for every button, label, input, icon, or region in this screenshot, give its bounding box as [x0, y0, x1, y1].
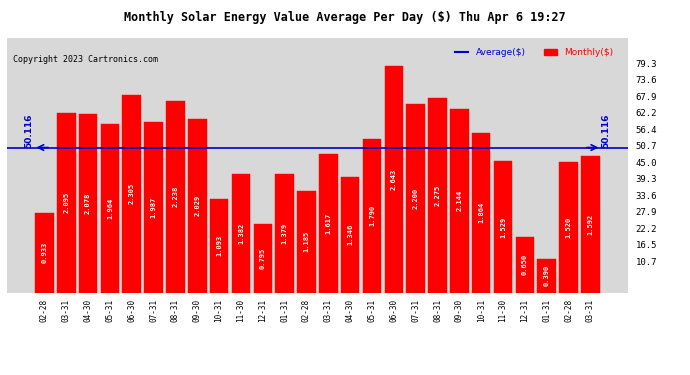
Bar [560, 162, 578, 292]
Text: 1.382: 1.382 [238, 223, 244, 244]
Text: 1.964: 1.964 [107, 198, 113, 219]
Bar [101, 124, 119, 292]
Text: Copyright 2023 Cartronics.com: Copyright 2023 Cartronics.com [13, 56, 158, 64]
Text: 1.520: 1.520 [566, 217, 571, 238]
Text: 1.185: 1.185 [304, 231, 310, 252]
Text: 1.790: 1.790 [369, 205, 375, 226]
Bar [341, 177, 359, 292]
Bar [319, 154, 337, 292]
Text: 2.643: 2.643 [391, 169, 397, 190]
Bar [188, 118, 206, 292]
Text: 1.529: 1.529 [500, 216, 506, 238]
Text: 1.093: 1.093 [216, 235, 222, 256]
Text: 0.390: 0.390 [544, 265, 550, 286]
Bar [384, 66, 403, 292]
Bar [232, 174, 250, 292]
Text: 2.144: 2.144 [456, 190, 462, 211]
Bar [210, 199, 228, 292]
Text: 1.379: 1.379 [282, 223, 288, 244]
Text: 2.305: 2.305 [129, 183, 135, 204]
Bar [144, 122, 163, 292]
Bar [450, 109, 469, 292]
Text: Monthly Solar Energy Value Average Per Day ($) Thu Apr 6 19:27: Monthly Solar Energy Value Average Per D… [124, 11, 566, 24]
Bar [494, 162, 512, 292]
Bar [515, 237, 534, 292]
Text: 1.987: 1.987 [150, 197, 157, 218]
Bar [275, 174, 294, 292]
Text: 2.095: 2.095 [63, 192, 69, 213]
Text: 2.029: 2.029 [195, 195, 200, 216]
Text: 2.238: 2.238 [172, 186, 179, 207]
Bar [428, 98, 447, 292]
Bar [35, 213, 54, 292]
Bar [406, 104, 425, 292]
Bar [581, 156, 600, 292]
Bar [363, 139, 382, 292]
Bar [538, 259, 556, 292]
Text: 0.650: 0.650 [522, 254, 528, 275]
Text: 50.116: 50.116 [25, 113, 34, 147]
Text: 0.933: 0.933 [41, 242, 48, 263]
Text: 2.200: 2.200 [413, 188, 419, 209]
Bar [79, 114, 97, 292]
Text: 1.617: 1.617 [325, 213, 331, 234]
Text: 1.864: 1.864 [478, 202, 484, 223]
Text: 0.795: 0.795 [260, 248, 266, 269]
Text: 50.116: 50.116 [601, 113, 610, 147]
Legend: Average($), Monthly($): Average($), Monthly($) [451, 45, 617, 61]
Text: 2.275: 2.275 [435, 184, 440, 206]
Bar [472, 133, 491, 292]
Bar [297, 191, 316, 292]
Bar [57, 113, 75, 292]
Bar [253, 224, 272, 292]
Bar [123, 95, 141, 292]
Bar [166, 100, 185, 292]
Text: 2.078: 2.078 [85, 193, 91, 214]
Text: 1.346: 1.346 [347, 224, 353, 246]
Text: 1.592: 1.592 [587, 214, 593, 235]
